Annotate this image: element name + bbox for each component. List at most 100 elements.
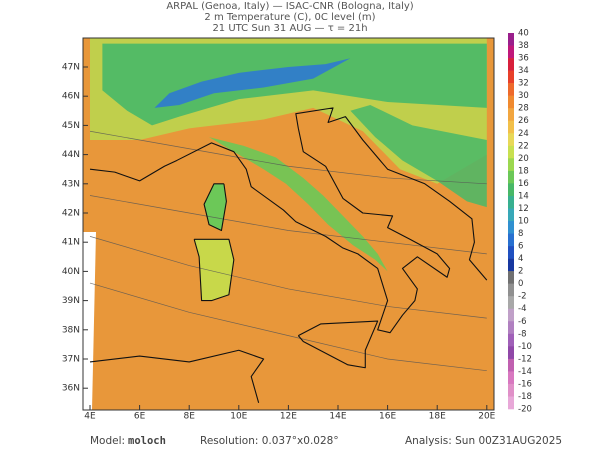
colorbar-swatch bbox=[508, 283, 514, 297]
coastline bbox=[297, 320, 379, 369]
lat-label: 41N bbox=[62, 238, 80, 248]
colorbar-label: -2 bbox=[518, 292, 526, 302]
alps-cool bbox=[154, 58, 351, 108]
colorbar-label: -14 bbox=[518, 367, 532, 377]
colorbar-label: 38 bbox=[518, 41, 529, 51]
isotherm bbox=[89, 282, 487, 372]
colorbar-swatch bbox=[508, 145, 514, 159]
colorbar-swatch bbox=[508, 383, 514, 397]
colorbar: 4038363432302826242220181614121086420-2-… bbox=[508, 29, 532, 415]
colorbar-label: 0 bbox=[518, 279, 523, 289]
lat-label: 39N bbox=[62, 296, 80, 306]
colorbar-swatch bbox=[508, 170, 514, 184]
colorbar-label: 36 bbox=[518, 54, 529, 64]
colorbar-label: -18 bbox=[518, 392, 532, 402]
lon-label: 10E bbox=[230, 412, 247, 422]
analysis: Analysis: Sun 00Z31AUG2025 bbox=[405, 435, 562, 447]
colorbar-swatch bbox=[508, 258, 514, 272]
lon-label: 12E bbox=[280, 412, 297, 422]
colorbar-swatch bbox=[508, 58, 514, 71]
header: ARPAL (Genoa, Italy) — ISAC-CNR (Bologna… bbox=[166, 1, 413, 34]
colorbar-swatch bbox=[508, 108, 514, 122]
isotherm bbox=[89, 130, 487, 185]
colorbar-swatch bbox=[508, 358, 514, 372]
colorbar-swatch bbox=[508, 221, 514, 234]
colorbar-label: 26 bbox=[518, 116, 529, 126]
colorbar-label: 22 bbox=[518, 141, 529, 151]
colorbar-label: -10 bbox=[518, 342, 532, 352]
lon-label: 4E bbox=[84, 412, 96, 422]
colorbar-label: 8 bbox=[518, 229, 523, 239]
colorbar-label: 2 bbox=[518, 267, 523, 277]
colorbar-label: 12 bbox=[518, 204, 529, 214]
colorbar-swatch bbox=[508, 195, 514, 209]
colorbar-swatch bbox=[508, 70, 514, 84]
domain-edge bbox=[83, 232, 96, 410]
colorbar-swatch bbox=[508, 45, 514, 59]
lon-label: 16E bbox=[379, 412, 396, 422]
coastline bbox=[193, 238, 235, 302]
colorbar-label: 30 bbox=[518, 91, 529, 101]
isotherm bbox=[89, 195, 487, 255]
colorbar-swatch bbox=[508, 321, 514, 335]
colorbar-label: 6 bbox=[518, 242, 523, 252]
header-line: 21 UTC Sun 31 AUG — τ = 21h bbox=[212, 23, 367, 34]
colorbar-swatch bbox=[508, 233, 514, 247]
colorbar-swatch bbox=[508, 246, 514, 259]
colorbar-swatch bbox=[508, 95, 514, 109]
lon-label: 20E bbox=[478, 412, 495, 422]
colorbar-swatch bbox=[508, 33, 514, 46]
colorbar-swatch bbox=[508, 308, 514, 322]
colorbar-label: 16 bbox=[518, 179, 529, 189]
header-line: ARPAL (Genoa, Italy) — ISAC-CNR (Bologna… bbox=[166, 1, 413, 12]
colorbar-label: 34 bbox=[518, 66, 529, 76]
colorbar-label: -8 bbox=[518, 329, 526, 339]
lat-label: 47N bbox=[62, 63, 80, 73]
colorbar-label: 24 bbox=[518, 129, 529, 139]
lat-label: 40N bbox=[62, 267, 80, 277]
lat-label: 46N bbox=[62, 92, 80, 102]
colorbar-swatch bbox=[508, 396, 514, 410]
map: 4E 6E 8E 10E 12E 14E 16E 18E 20E 47N 46N 45N 44N 43N 4… bbox=[62, 37, 496, 422]
alps-green bbox=[102, 43, 487, 126]
lat-label: 38N bbox=[62, 325, 80, 335]
colorbar-swatch bbox=[508, 133, 514, 147]
colorbar-label: 40 bbox=[518, 29, 529, 39]
colorbar-label: -20 bbox=[518, 405, 532, 415]
lat-label: 36N bbox=[62, 384, 80, 394]
colorbar-label: 18 bbox=[518, 166, 529, 176]
coastline bbox=[203, 183, 227, 232]
lon-label: 8E bbox=[183, 412, 195, 422]
colorbar-label: 10 bbox=[518, 217, 529, 227]
lat-label: 43N bbox=[62, 179, 80, 189]
colorbar-label: 4 bbox=[518, 254, 523, 264]
colorbar-swatch bbox=[508, 346, 514, 360]
header-line: 2 m Temperature (C), 0C level (m) bbox=[204, 12, 375, 23]
coastline bbox=[89, 349, 265, 403]
colorbar-label: 32 bbox=[518, 79, 529, 89]
colorbar-swatch bbox=[508, 158, 514, 172]
colorbar-label: 14 bbox=[518, 191, 529, 201]
lat-label: 42N bbox=[62, 209, 80, 219]
lon-label: 14E bbox=[329, 412, 346, 422]
lat-label: 37N bbox=[62, 355, 80, 365]
lat-label: 44N bbox=[62, 150, 80, 160]
colorbar-swatch bbox=[508, 333, 514, 347]
resolution: Resolution: 0.037°x0.028° bbox=[200, 435, 339, 447]
colorbar-swatch bbox=[508, 83, 514, 96]
lon-label: 6E bbox=[134, 412, 146, 422]
coastline bbox=[89, 107, 488, 334]
colorbar-swatch bbox=[508, 371, 514, 385]
isotherm bbox=[89, 236, 487, 319]
footer: Model: moloch Resolution: 0.037°x0.028° … bbox=[90, 435, 562, 447]
colorbar-swatch bbox=[508, 296, 514, 310]
lat-label: 45N bbox=[62, 121, 80, 131]
colorbar-swatch bbox=[508, 271, 514, 284]
colorbar-label: -16 bbox=[518, 379, 532, 389]
model: moloch bbox=[128, 435, 166, 447]
colorbar-label: 20 bbox=[518, 154, 529, 164]
model-label: Model: bbox=[90, 435, 125, 447]
colorbar-label: -12 bbox=[518, 354, 532, 364]
colorbar-swatch bbox=[508, 208, 514, 222]
